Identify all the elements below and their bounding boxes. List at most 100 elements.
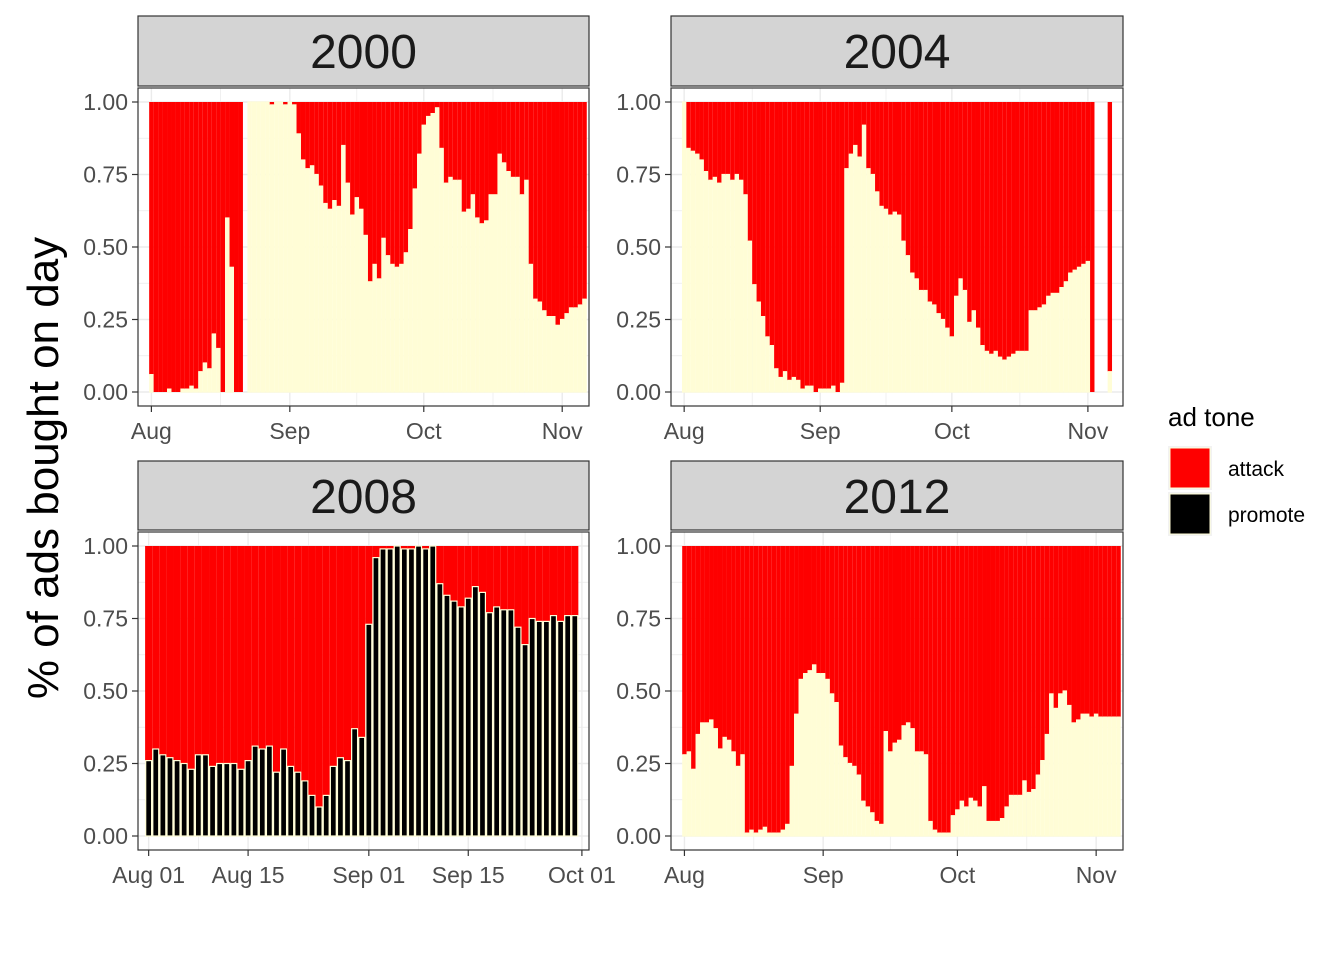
promote-bar-day-83 bbox=[1053, 707, 1059, 837]
attack-bar-day-18 bbox=[762, 546, 768, 828]
attack-bar-day-55 bbox=[394, 102, 400, 268]
attack-bar-day-34 bbox=[386, 546, 394, 549]
promote-bar-day-30 bbox=[816, 672, 821, 837]
y-tick-label: 0.75 bbox=[83, 606, 128, 632]
attack-bar-day-24 bbox=[787, 102, 792, 381]
promote-bar-day-33 bbox=[826, 388, 832, 393]
promote-bar-day-13 bbox=[237, 768, 245, 837]
x-tick-label: Aug bbox=[664, 418, 705, 444]
promote-bar-day-14 bbox=[244, 759, 252, 837]
promote-bar-day-86 bbox=[1067, 704, 1072, 837]
promote-bar-day-0 bbox=[149, 374, 154, 393]
promote-bar-day-46 bbox=[471, 585, 479, 837]
attack-bar-day-22 bbox=[780, 546, 786, 831]
attack-bar-day-16 bbox=[220, 102, 226, 392]
y-tick-label: 0.75 bbox=[616, 162, 661, 188]
attack-bar-day-54 bbox=[390, 102, 395, 265]
promote-bar-day-95 bbox=[573, 307, 578, 393]
promote-bar-day-10 bbox=[216, 762, 224, 837]
promote-bar-day-36 bbox=[843, 757, 848, 837]
attack-bar-day-5 bbox=[703, 102, 709, 172]
promote-bar-day-74 bbox=[479, 223, 485, 393]
attack-bar-day-38 bbox=[318, 102, 324, 187]
promote-bar-day-69 bbox=[984, 350, 990, 393]
promote-bar-day-60 bbox=[950, 815, 956, 837]
attack-bar-day-32 bbox=[372, 546, 380, 558]
promote-bar-day-36 bbox=[309, 165, 315, 393]
promote-bar-day-73 bbox=[1008, 794, 1014, 837]
promote-bar-day-55 bbox=[394, 266, 400, 393]
attack-bar-day-15 bbox=[251, 546, 259, 747]
promote-bar-day-27 bbox=[269, 104, 275, 393]
attack-bar-day-18 bbox=[272, 546, 281, 773]
attack-bar-day-68 bbox=[980, 102, 985, 346]
attack-bar-day-90 bbox=[1076, 102, 1082, 268]
attack-bar-day-50 bbox=[901, 102, 906, 242]
promote-bar-day-49 bbox=[896, 214, 902, 393]
promote-bar-day-7 bbox=[713, 728, 718, 837]
promote-bar-day-2 bbox=[690, 150, 696, 393]
attack-bar-day-52 bbox=[914, 546, 920, 752]
y-tick-label: 0.00 bbox=[616, 379, 661, 405]
promote-bar-day-29 bbox=[278, 101, 284, 393]
attack-bar-day-33 bbox=[379, 546, 387, 549]
attack-bar-day-87 bbox=[1063, 102, 1069, 282]
promote-bar-day-20 bbox=[769, 345, 775, 393]
promote-bar-day-76 bbox=[1022, 780, 1027, 837]
promote-bar-day-55 bbox=[928, 820, 933, 837]
panel-2004: 2004 0.00 0.25 0.50 0.75 1.00 Aug Sep Oct Nov bbox=[616, 15, 1124, 444]
attack-bar-day-69 bbox=[990, 546, 996, 822]
promote-bar-day-18 bbox=[760, 316, 766, 393]
attack-bar-day-96 bbox=[577, 102, 583, 305]
attack-bar-day-28 bbox=[343, 546, 352, 761]
promote-bar-day-39 bbox=[422, 548, 430, 837]
attack-bar-day-42 bbox=[336, 102, 342, 207]
attack-bar-day-56 bbox=[927, 102, 933, 303]
legend-key-promote bbox=[1169, 493, 1211, 535]
facet-strip bbox=[670, 460, 1124, 531]
promote-bar-day-0 bbox=[681, 101, 687, 393]
attack-bar-day-97 bbox=[1107, 102, 1113, 372]
attack-bar-day-6 bbox=[709, 546, 714, 720]
promote-bar-day-36 bbox=[839, 382, 845, 393]
attack-bar-day-87 bbox=[1071, 546, 1077, 723]
promote-bar-day-78 bbox=[497, 153, 502, 393]
promote-bar-day-20 bbox=[287, 765, 295, 837]
attack-bar-day-93 bbox=[1098, 546, 1103, 718]
promote-bar-day-65 bbox=[439, 147, 444, 393]
attack-bar-day-9 bbox=[189, 102, 194, 387]
attack-bar-day-30 bbox=[813, 102, 819, 392]
y-tick-label: 0.00 bbox=[83, 823, 128, 849]
promote-bar-day-96 bbox=[577, 304, 583, 393]
attack-bar-day-54 bbox=[918, 102, 924, 291]
attack-bar-day-11 bbox=[223, 546, 231, 764]
promote-bar-day-91 bbox=[1089, 716, 1094, 837]
attack-bar-day-81 bbox=[1044, 546, 1050, 735]
promote-bar-day-40 bbox=[857, 156, 862, 393]
attack-bar-day-60 bbox=[571, 546, 579, 616]
promote-bar-day-23 bbox=[251, 101, 257, 393]
attack-bar-day-8 bbox=[717, 546, 723, 749]
attack-bar-day-83 bbox=[1053, 546, 1059, 709]
promote-bar-day-28 bbox=[807, 670, 812, 837]
promote-bar-day-91 bbox=[1081, 263, 1086, 393]
promote-bar-day-62 bbox=[954, 295, 959, 393]
attack-bar-day-96 bbox=[1111, 546, 1117, 718]
attack-bar-day-86 bbox=[533, 102, 538, 300]
promote-bar-day-74 bbox=[1006, 356, 1012, 393]
attack-bar-day-48 bbox=[897, 546, 902, 741]
attack-bar-day-1 bbox=[686, 546, 692, 752]
attack-bar-day-90 bbox=[551, 102, 556, 317]
attack-bar-day-34 bbox=[300, 102, 306, 160]
attack-bar-day-49 bbox=[897, 102, 902, 216]
attack-bar-day-35 bbox=[835, 102, 840, 392]
attack-bar-day-78 bbox=[1024, 102, 1029, 352]
attack-bar-day-43 bbox=[341, 102, 346, 146]
attack-bar-day-81 bbox=[1037, 102, 1042, 308]
promote-bar-day-34 bbox=[831, 385, 836, 393]
promote-bar-day-41 bbox=[861, 124, 867, 393]
attack-bar-day-25 bbox=[322, 546, 330, 796]
y-tick-label: 0.25 bbox=[616, 307, 661, 333]
promote-bar-day-51 bbox=[376, 278, 382, 393]
